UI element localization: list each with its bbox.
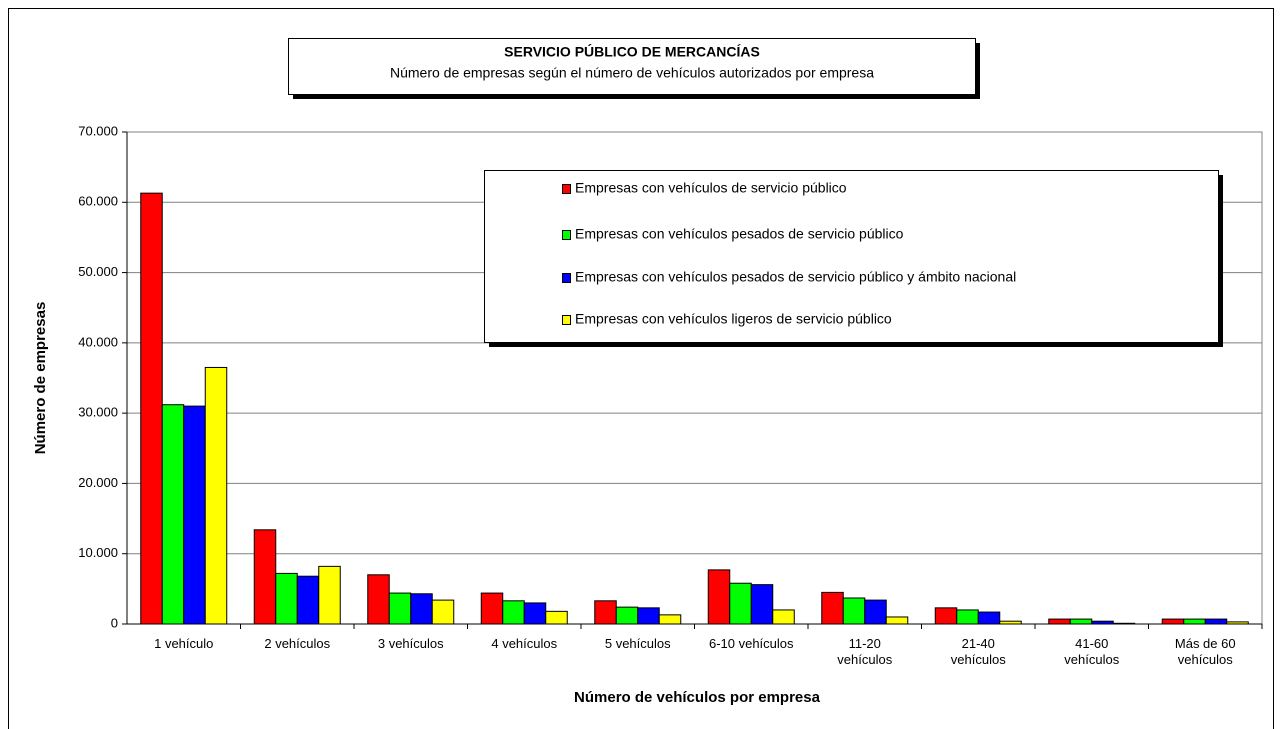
y-tick-label: 20.000 [78, 475, 118, 490]
bar [821, 591, 844, 625]
y-tick-label: 70.000 [78, 123, 118, 138]
legend-label: Empresas con vehículos pesados de servic… [575, 226, 904, 242]
bar [885, 616, 909, 625]
y-tick-label: 50.000 [78, 264, 118, 279]
x-tick-label: 4 vehículos [491, 636, 558, 651]
bar [750, 584, 774, 625]
y-tick-label: 0 [111, 615, 118, 630]
bar [1048, 618, 1071, 625]
x-tick-label: 11-20 vehículos [837, 636, 893, 667]
legend-label: Empresas con vehículos de servicio públi… [575, 180, 847, 196]
legend-swatch [562, 315, 571, 325]
x-tick-label: Más de 60 vehículos [1174, 636, 1236, 667]
y-tick-label: 30.000 [78, 405, 118, 420]
x-tick-label: 21-40 vehículos [950, 636, 1006, 667]
x-tick-label: 3 vehículos [377, 636, 444, 651]
bar [296, 575, 320, 625]
chart-title: SERVICIO PÚBLICO DE MERCANCÍAS [504, 43, 760, 60]
bar [523, 602, 547, 625]
legend-swatch [562, 230, 571, 240]
bar [204, 366, 228, 625]
y-tick-label: 60.000 [78, 194, 118, 209]
x-tick-label: 1 vehículo [154, 636, 214, 651]
bar [253, 529, 277, 625]
bar [367, 574, 390, 625]
bar [140, 192, 163, 625]
bar [410, 593, 433, 625]
y-tick-label: 40.000 [78, 334, 118, 349]
x-axis-title: Número de vehículos por empresa [574, 689, 821, 706]
x-tick-label: 41-60 vehículos [1064, 636, 1120, 667]
bar [658, 614, 682, 625]
bar [977, 611, 1001, 625]
y-axis-title: Número de empresas [32, 302, 49, 455]
bar [388, 592, 412, 625]
legend [484, 170, 1219, 343]
chart-frame [8, 8, 1274, 729]
bar [842, 597, 866, 625]
bar [502, 600, 525, 625]
bar [864, 599, 887, 625]
x-tick-label: 5 vehículos [604, 636, 671, 651]
bar [1069, 618, 1093, 625]
bar [1204, 618, 1228, 625]
bar [594, 600, 617, 625]
bar [707, 569, 731, 625]
bar [934, 607, 958, 625]
legend-swatch [562, 184, 571, 194]
x-tick-label: 6-10 vehículos [708, 636, 794, 651]
bar [729, 582, 752, 625]
bar [431, 599, 455, 625]
bar [772, 609, 795, 625]
bar [1183, 618, 1206, 625]
x-tick-label: 2 vehículos [264, 636, 331, 651]
legend-label: Empresas con vehículos ligeros de servic… [575, 311, 892, 327]
bar [161, 404, 185, 625]
bar [615, 606, 639, 625]
bar [183, 405, 206, 625]
chart-subtitle: Número de empresas según el número de ve… [390, 65, 874, 81]
legend-label: Empresas con vehículos pesados de servic… [575, 269, 1016, 285]
bar [275, 572, 298, 625]
legend-swatch [562, 273, 571, 283]
bar [1161, 618, 1185, 625]
title-box [288, 38, 976, 95]
bar [545, 610, 568, 625]
y-tick-label: 10.000 [78, 545, 118, 560]
bar [480, 592, 504, 625]
bar [637, 607, 660, 625]
bar [318, 565, 341, 625]
bar [956, 609, 979, 625]
